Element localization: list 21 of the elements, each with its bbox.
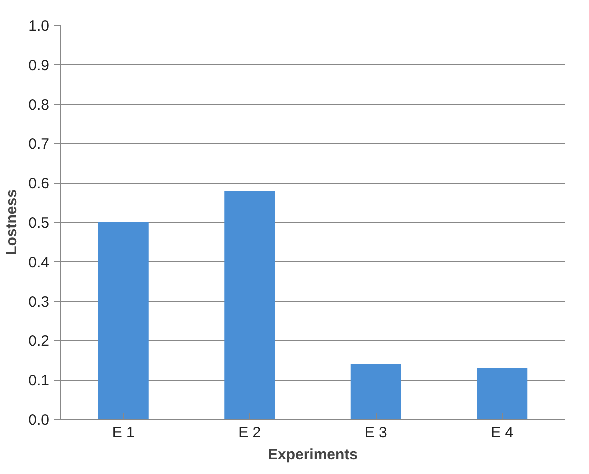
bar (98, 222, 149, 420)
x-tick-label: E 3 (364, 424, 388, 442)
y-tick-label: 0.4 (28, 254, 50, 272)
y-tick-label: 0.2 (28, 333, 50, 350)
y-tick-label: 0.9 (28, 57, 50, 74)
y-tick-label: 0.3 (28, 294, 50, 311)
bar (477, 368, 528, 420)
y-axis-title: Lostness (4, 190, 21, 256)
y-tick-label: 0.1 (28, 372, 50, 390)
y-tick-label: 0.0 (28, 412, 50, 429)
x-tick-label: E 4 (491, 424, 514, 442)
x-tick-label: E 2 (238, 424, 262, 442)
y-tick-label: 0.6 (28, 176, 50, 193)
bar (224, 190, 276, 420)
bar (350, 364, 402, 420)
y-tick-label: 0.5 (28, 215, 50, 232)
y-tick-label: 0.7 (28, 136, 50, 154)
y-tick-label: 1.0 (28, 18, 50, 35)
x-tick-label: E 1 (112, 424, 135, 442)
x-axis-title: Experiments (268, 446, 358, 464)
y-tick-label: 0.8 (28, 96, 50, 114)
